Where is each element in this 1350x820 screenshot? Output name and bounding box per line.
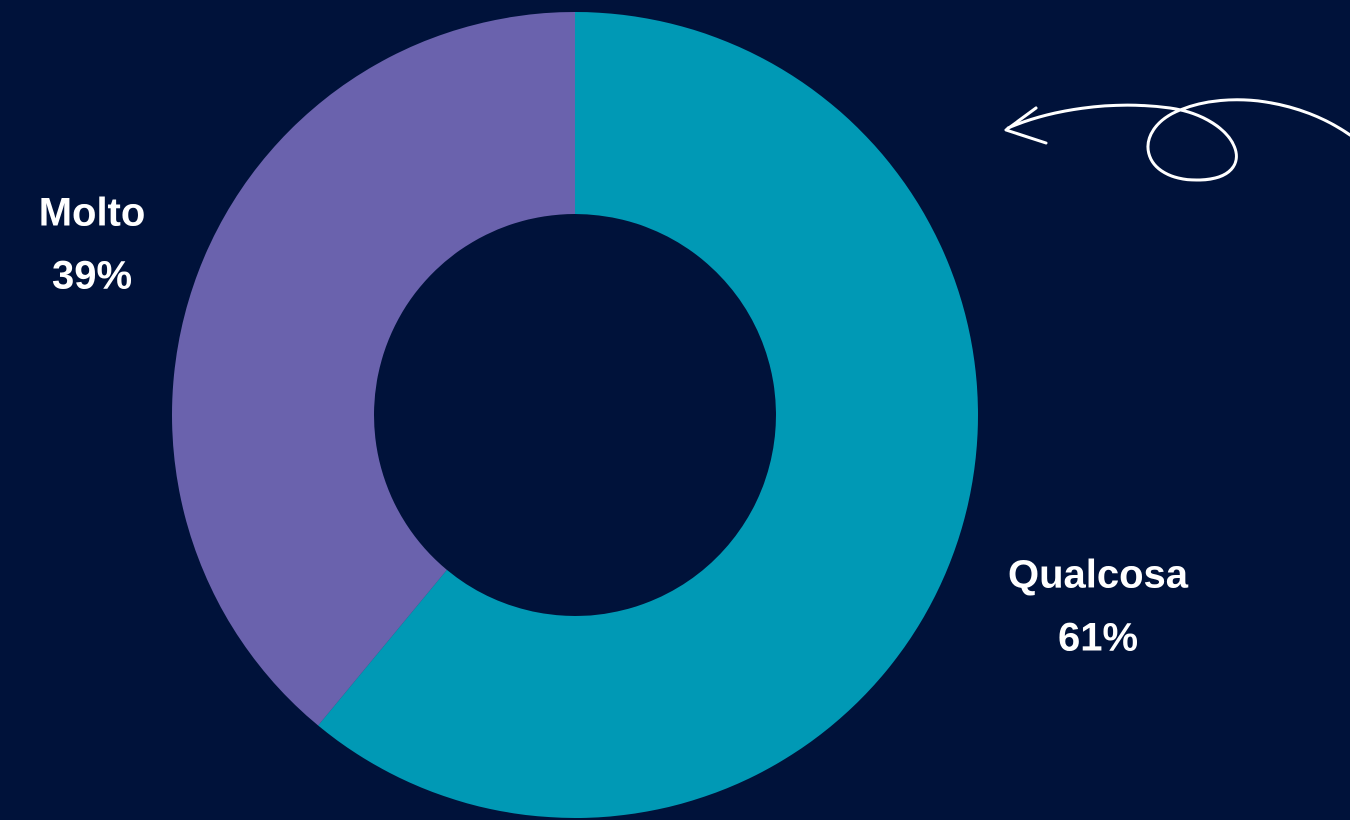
arrow-curve <box>1006 98 1350 182</box>
slice-value-label: 61% <box>1058 616 1138 660</box>
slice-label: Molto <box>39 191 146 235</box>
donut-slice <box>318 12 979 818</box>
arrow-head <box>1004 106 1048 145</box>
decorative-arrow <box>1004 98 1350 182</box>
donut-slice <box>172 12 575 726</box>
slice-value-label: 39% <box>52 254 132 298</box>
slice-label: Qualcosa <box>1008 553 1189 597</box>
